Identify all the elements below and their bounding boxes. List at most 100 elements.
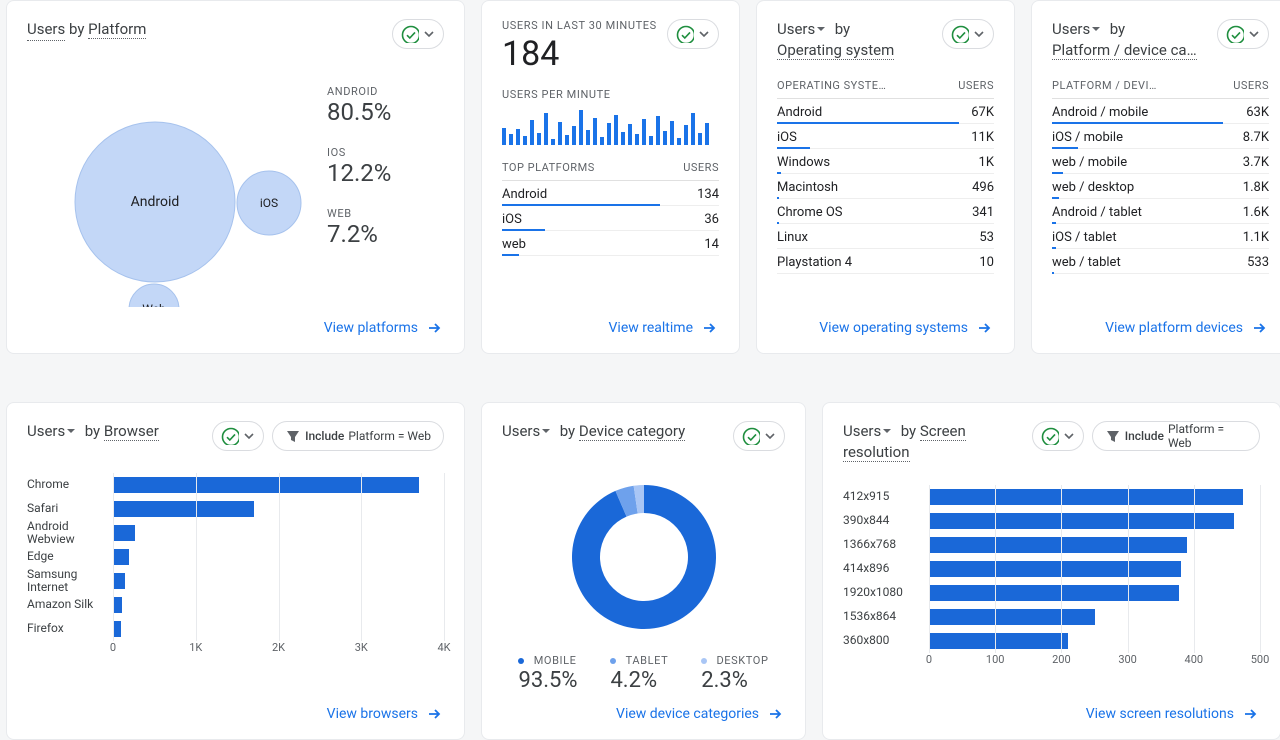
table-row[interactable]: iOS / tablet1.1K — [1052, 224, 1269, 249]
card-users-by-platform-device: Users by Platform / device ca… PLATFORM … — [1031, 0, 1280, 354]
chevron-down-icon — [696, 26, 712, 42]
view-browsers-link[interactable]: View browsers — [27, 693, 444, 723]
arrow-right-icon — [701, 319, 719, 337]
bar-row: Firefox — [27, 617, 444, 641]
bar-row: Amazon Silk — [27, 593, 444, 617]
bar-row: 414x896 — [843, 557, 1260, 581]
table-row[interactable]: Android / tablet1.6K — [1052, 199, 1269, 224]
table-header: PLATFORM / DEVI…USERS — [1052, 69, 1269, 99]
card-title: Users by Platform / device ca… — [1052, 19, 1197, 61]
donut-chart — [564, 477, 724, 637]
card-title: Users by Platform — [27, 19, 146, 41]
view-os-link[interactable]: View operating systems — [777, 307, 994, 337]
bar-row: Samsung Internet — [27, 569, 444, 593]
chevron-down-icon — [1061, 428, 1077, 444]
table-row[interactable]: Android134 — [502, 181, 719, 206]
dimension-link[interactable]: Browser — [104, 422, 159, 441]
donut-legend: MOBILE 93.5% TABLET 4.2% DESKTOP 2.3% — [502, 653, 785, 693]
filter-icon — [285, 428, 301, 444]
dimension-link[interactable]: Device category — [579, 422, 685, 441]
spark-chart — [502, 109, 719, 145]
arrow-right-icon — [426, 705, 444, 723]
bar-row: Chrome — [27, 473, 444, 497]
check-circle-icon — [951, 25, 969, 43]
filter-chip[interactable]: Include Platform = Web — [272, 421, 444, 451]
card-users-by-platform: Users by Platform AndroidiOSWeb ANDROID8… — [6, 0, 465, 354]
bar-row: Edge — [27, 545, 444, 569]
dropdown-triangle-icon — [542, 429, 552, 435]
table-row[interactable]: Playstation 410 — [777, 249, 994, 274]
table-row[interactable]: Chrome OS341 — [777, 199, 994, 224]
arrow-right-icon — [426, 319, 444, 337]
card-status-menu[interactable] — [733, 421, 785, 451]
table-header: TOP PLATFORMSUSERS — [502, 151, 719, 181]
filter-icon — [1105, 428, 1120, 444]
view-platforms-link[interactable]: View platforms — [27, 307, 444, 337]
table-row[interactable]: Windows1K — [777, 149, 994, 174]
card-status-menu[interactable] — [1217, 19, 1269, 49]
table-row[interactable]: iOS / mobile8.7K — [1052, 124, 1269, 149]
metric-dropdown[interactable]: Users — [27, 19, 65, 41]
card-status-menu[interactable] — [667, 19, 719, 49]
svg-text:Android: Android — [131, 194, 180, 210]
metric-dropdown[interactable]: Users — [27, 421, 77, 442]
card-realtime: USERS IN LAST 30 MINUTES 184 USERS PER M… — [481, 0, 740, 354]
table-row[interactable]: iOS11K — [777, 124, 994, 149]
dropdown-triangle-icon — [817, 27, 827, 33]
table-row[interactable]: Android / mobile63K — [1052, 99, 1269, 124]
check-circle-icon — [676, 25, 694, 43]
table-row[interactable]: web / desktop1.8K — [1052, 174, 1269, 199]
table-row[interactable]: web / tablet533 — [1052, 249, 1269, 274]
browser-bar-chart: Chrome Safari Android Webview Edge Samsu… — [27, 473, 444, 663]
chevron-down-icon — [971, 26, 987, 42]
card-status-menu[interactable] — [1032, 421, 1084, 451]
metric-dropdown[interactable]: Users — [843, 421, 893, 442]
bar-row: 390x844 — [843, 509, 1260, 533]
filter-chip[interactable]: Include Platform = Web — [1092, 421, 1260, 451]
chevron-down-icon — [762, 428, 778, 444]
legend-item: IOS12.2% — [327, 146, 391, 187]
card-status-menu[interactable] — [392, 19, 444, 49]
bar-row: 412x915 — [843, 485, 1260, 509]
card-status-menu[interactable] — [212, 421, 264, 451]
resolution-bar-chart: 412x915 390x844 1366x768 414x896 1920x10… — [843, 485, 1260, 675]
card-title: Users by Device category — [502, 421, 685, 442]
per-minute-label: USERS PER MINUTE — [502, 88, 719, 101]
check-circle-icon — [221, 427, 239, 445]
metric-dropdown[interactable]: Users — [502, 421, 552, 442]
legend-item: MOBILE 93.5% — [518, 653, 577, 693]
dropdown-triangle-icon — [67, 429, 77, 435]
dimension-link[interactable]: Platform / device ca… — [1052, 41, 1197, 60]
dimension-link[interactable]: Platform — [88, 20, 146, 39]
arrow-right-icon — [976, 319, 994, 337]
view-screen-resolutions-link[interactable]: View screen resolutions — [843, 693, 1260, 723]
arrow-right-icon — [1242, 705, 1260, 723]
card-title: Users by Operating system — [777, 19, 894, 61]
card-users-by-device-category: Users by Device category MOBILE 93.5% TA… — [481, 402, 806, 740]
arrow-right-icon — [767, 705, 785, 723]
table-row[interactable]: iOS36 — [502, 206, 719, 231]
realtime-value: 184 — [502, 34, 657, 74]
table-row[interactable]: web / mobile3.7K — [1052, 149, 1269, 174]
metric-dropdown[interactable]: Users — [1052, 19, 1102, 40]
legend-item: WEB7.2% — [327, 207, 391, 248]
chevron-down-icon — [241, 428, 257, 444]
dimension-link[interactable]: Operating system — [777, 41, 894, 60]
table-header: OPERATING SYSTE…USERS — [777, 69, 994, 99]
table-row[interactable]: web14 — [502, 231, 719, 256]
card-users-by-screen-resolution: Users by Screen resolution Include Platf… — [822, 402, 1280, 740]
bar-row: 360x800 — [843, 629, 1260, 653]
dropdown-triangle-icon — [883, 429, 893, 435]
check-circle-icon — [1226, 25, 1244, 43]
arrow-right-icon — [1251, 319, 1269, 337]
metric-dropdown[interactable]: Users — [777, 19, 827, 40]
table-row[interactable]: Linux53 — [777, 224, 994, 249]
view-realtime-link[interactable]: View realtime — [502, 307, 719, 337]
view-device-categories-link[interactable]: View device categories — [502, 693, 785, 723]
legend-item: ANDROID80.5% — [327, 85, 391, 126]
card-status-menu[interactable] — [942, 19, 994, 49]
table-row[interactable]: Android67K — [777, 99, 994, 124]
table-row[interactable]: Macintosh496 — [777, 174, 994, 199]
view-platform-devices-link[interactable]: View platform devices — [1052, 307, 1269, 337]
bar-row: Safari — [27, 497, 444, 521]
